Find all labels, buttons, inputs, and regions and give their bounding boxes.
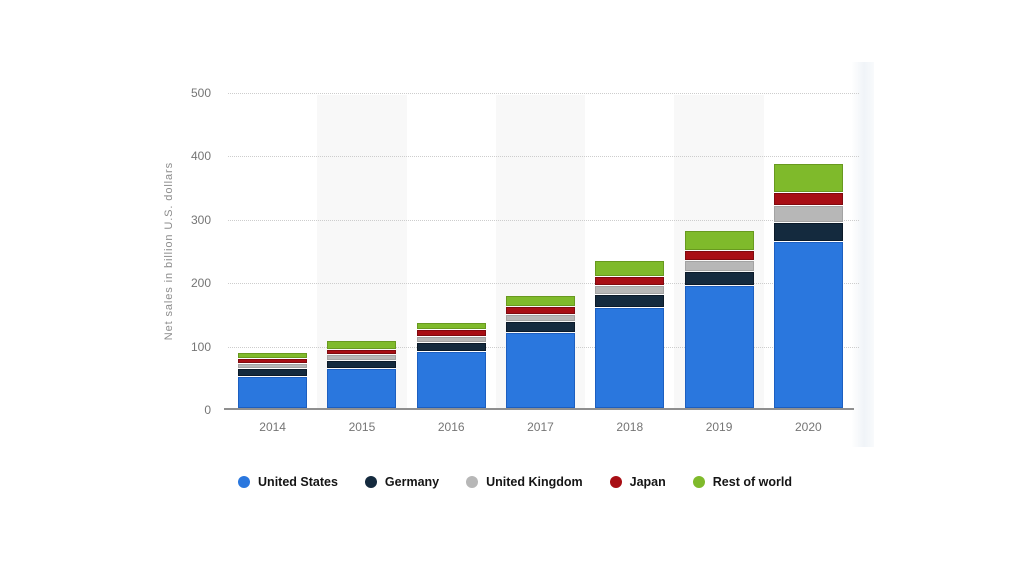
plot-area: 0 100 200 300 400 500 2014 2015 2016 2017 2018 2019… [191,86,859,434]
x-tick-label: 2019 [705,420,733,434]
bar-segment-united-kingdom[interactable] [595,285,665,294]
x-tick-label: 2020 [794,420,822,434]
y-axis-title-wrap: Net sales in billion U.S. dollars [163,93,175,410]
bar-segment-united-kingdom[interactable] [238,364,308,369]
x-tick-label: 2015 [348,420,376,434]
y-tick-label: 100 [190,339,211,354]
bar-segment-rest-of-world[interactable] [595,261,665,276]
y-axis-title: Net sales in billion U.S. dollars [163,162,175,341]
legend-item-united-kingdom[interactable]: United Kingdom [466,475,583,489]
bar-segment-japan[interactable] [327,350,397,355]
legend-color-dot-icon [609,476,622,488]
x-tick-label: 2014 [259,420,286,434]
legend-item-rest-of-world[interactable]: Rest of world [692,475,792,489]
bar-segment-rest-of-world[interactable] [238,352,308,358]
legend-color-dot-icon [466,476,479,488]
legend-color-dot-icon [238,476,251,488]
y-tick-label: 400 [190,149,211,164]
x-tick-label: 2017 [527,420,554,434]
bar-segment-japan[interactable] [416,329,486,336]
bar-segment-united-states[interactable] [506,332,575,408]
bar-segment-united-kingdom[interactable] [506,314,575,321]
legend-label: Japan [629,475,666,489]
bar-segment-germany[interactable] [327,361,397,368]
bar-segment-japan[interactable] [684,250,754,261]
bar-segment-japan[interactable] [773,193,843,206]
bar-segment-united-states[interactable] [327,368,397,408]
y-tick-label: 200 [190,276,211,291]
bar-segment-united-states[interactable] [238,376,308,408]
bar-segment-united-states[interactable] [595,307,665,408]
bar-segment-japan[interactable] [238,359,308,363]
bar-segment-rest-of-world[interactable] [416,322,486,329]
legend-color-dot-icon [692,476,705,488]
bar-segment-rest-of-world[interactable] [327,341,397,350]
bar-segment-germany[interactable] [773,223,843,241]
legend: United States Germany United Kingdom Japan R… [160,475,870,489]
bar-segment-rest-of-world[interactable] [684,231,754,250]
legend-label: Rest of world [712,475,792,489]
bar-segment-united-kingdom[interactable] [327,355,397,361]
legend-label: Germany [384,475,440,489]
x-axis-line [224,408,854,410]
bar-segment-japan[interactable] [595,276,665,285]
bar-segment-united-states[interactable] [773,241,843,408]
bar-segment-united-states[interactable] [416,351,486,408]
right-fade-strip [852,62,874,447]
bar-segment-germany[interactable] [506,321,575,332]
legend-color-dot-icon [364,476,377,488]
bar-segment-united-kingdom[interactable] [416,336,486,342]
gridline [228,156,859,158]
gridline [228,283,859,285]
bar-segment-germany[interactable] [595,294,665,307]
legend-label: United States [258,475,338,489]
bar-segment-united-states[interactable] [684,286,754,408]
bar-segment-united-kingdom[interactable] [684,261,754,272]
bar-segment-germany[interactable] [684,272,754,286]
bar-segment-rest-of-world[interactable] [506,296,575,307]
bar-segment-germany[interactable] [238,369,308,376]
y-tick-label: 0 [204,403,211,417]
legend-item-germany[interactable]: Germany [364,475,440,489]
bar-segment-united-kingdom[interactable] [773,206,843,223]
bar-segment-rest-of-world[interactable] [773,164,843,193]
gridline [228,93,859,94]
bar-segment-germany[interactable] [416,342,486,351]
legend-item-united-states[interactable]: United States [238,475,338,489]
y-tick-label: 300 [190,212,211,227]
y-tick-label: 500 [190,86,211,100]
gridline [228,219,859,221]
x-tick-label: 2018 [616,420,644,434]
legend-item-japan[interactable]: Japan [609,475,666,489]
bar-segment-japan[interactable] [506,307,575,314]
legend-label: United Kingdom [486,475,583,489]
x-tick-label: 2016 [437,420,465,434]
